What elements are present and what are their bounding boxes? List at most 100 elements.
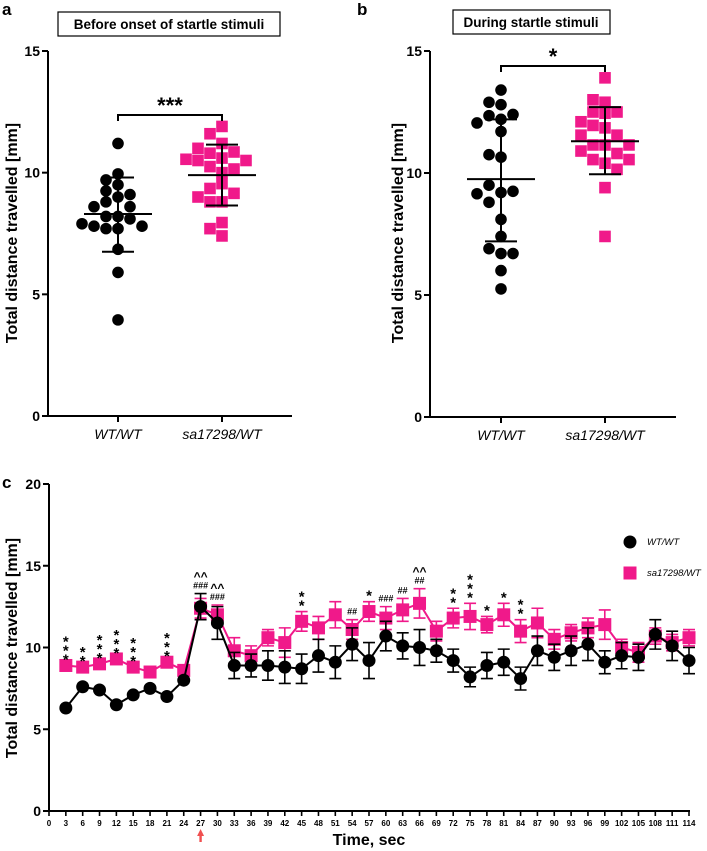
- panel-c-x-tick-label: 99: [600, 819, 609, 828]
- panel-c-x-tick-label: 87: [533, 819, 542, 828]
- legend-wt-marker-icon: [623, 535, 637, 549]
- panel-a-point-mutant: [228, 146, 240, 158]
- panel-c-x-tick-label: 75: [466, 819, 475, 828]
- panel-c-ylabel: Total distance travelled [mm]: [4, 538, 21, 758]
- panel-c-x-tick-label: 60: [381, 819, 390, 828]
- panel-b-letter: b: [357, 0, 367, 19]
- panel-b-point-mutant: [623, 153, 635, 166]
- legend-mutant-label: sa17298/WT: [647, 568, 702, 579]
- panel-b-category-label: sa17298/WT: [565, 427, 646, 443]
- panel-c-point-mutant: [514, 624, 528, 638]
- panel-c-point-wt: [93, 683, 107, 697]
- legend-mutant-marker-icon: [623, 566, 637, 580]
- panel-c-xlabel: Time, sec: [333, 832, 406, 849]
- panel-c-point-wt: [429, 644, 443, 658]
- panel-c-point-mutant: [413, 596, 427, 610]
- panel-a-point-mutant: [204, 182, 216, 195]
- panel-c-point-wt: [59, 701, 73, 715]
- panel-b-point-mutant: [599, 72, 611, 84]
- panel-b-point-wt: [483, 148, 495, 161]
- panel-c-significance-star: *: [63, 651, 69, 668]
- panel-c-significance-caret: ^^: [194, 570, 208, 584]
- panel-c-point-wt: [311, 649, 325, 663]
- panel-c-point-mutant: [109, 652, 123, 666]
- panel-a-category-label: WT/WT: [94, 426, 143, 442]
- panel-a-point-mutant: [192, 154, 204, 167]
- panel-c-point-mutant: [480, 618, 494, 632]
- panel-a-point-wt: [88, 220, 100, 232]
- panel-c-significance-hash: ###: [210, 592, 225, 602]
- panel-b-point-wt: [495, 84, 507, 96]
- panel-b-point-mutant: [575, 115, 587, 128]
- panel-c-significance-hash: ##: [398, 585, 408, 595]
- panel-c-significance-star: *: [299, 589, 305, 606]
- panel-c-point-wt: [278, 660, 292, 674]
- panel-b-point-mutant: [599, 230, 611, 243]
- panel-c-x-tick-label: 81: [499, 819, 508, 828]
- panel-c-point-wt: [682, 654, 696, 668]
- panel-b-point-mutant: [587, 119, 599, 132]
- panel-a-point-wt: [112, 314, 124, 326]
- panel-b-point-mutant: [587, 106, 599, 118]
- panel-c-significance-star: *: [130, 653, 136, 670]
- panel-c-point-wt: [76, 680, 90, 694]
- panel-c-y-tick-label: 15: [25, 558, 41, 574]
- panel-c-x-tick-label: 45: [297, 819, 306, 828]
- panel-a-point-mutant: [192, 191, 204, 203]
- panel-c-point-mutant: [396, 603, 410, 617]
- panel-c-significance-star: *: [518, 597, 524, 614]
- panel-c-point-mutant: [598, 618, 612, 632]
- panel-b-significance-bracket: [500, 65, 606, 72]
- panel-c-x-tick-label: 102: [615, 819, 629, 828]
- panel-c-x-tick-label: 108: [649, 819, 663, 828]
- panel-a-point-wt: [124, 188, 136, 201]
- panel-c-point-mutant: [93, 657, 107, 671]
- panel-c-point-wt: [177, 673, 191, 687]
- panel-b-point-mutant: [611, 129, 623, 141]
- panel-c-significance-star: *: [467, 589, 473, 606]
- panel-c-point-wt: [514, 672, 528, 686]
- panel-a-point-mutant: [204, 222, 216, 235]
- panel-c-point-mutant: [497, 608, 511, 622]
- panel-c-x-tick-label: 69: [432, 819, 441, 828]
- panel-c-significance-star: *: [450, 594, 456, 611]
- panel-c-significance-star: *: [80, 644, 86, 661]
- panel-b-y-tick-label: 0: [414, 409, 422, 425]
- panel-c-x-tick-label: 93: [567, 819, 576, 828]
- panel-c-x-tick-label: 21: [162, 819, 171, 828]
- panel-a-title: Before onset of startle stimuli: [74, 17, 265, 32]
- panel-a-point-wt: [100, 174, 112, 186]
- panel-a-point-wt: [88, 200, 100, 213]
- panel-b-title: During startle stimuli: [463, 15, 598, 30]
- panel-c-point-wt: [126, 688, 140, 702]
- panel-c-significance-star: *: [130, 635, 136, 652]
- panel-b-point-mutant: [623, 139, 635, 151]
- panel-a-plot: 0 5 10 15 WT/WT sa17298/WT ***: [24, 43, 292, 442]
- panel-a-significance-bracket: [117, 114, 223, 121]
- panel-c-point-wt: [648, 627, 662, 641]
- panel-c-point-wt: [362, 654, 376, 668]
- panel-c-significance-caret: ^^: [413, 565, 427, 579]
- panel-c-x-tick-label: 30: [213, 819, 222, 828]
- panel-c-y-tick-label: 0: [33, 803, 41, 819]
- panel-b-category-label: WT/WT: [477, 427, 526, 443]
- panel-c-x-tick-label: 78: [482, 819, 491, 828]
- panel-a-point-mutant: [240, 154, 252, 167]
- panel-b-point-wt: [507, 247, 519, 260]
- panel-b-point-wt: [471, 117, 483, 129]
- panel-c-significance-star: *: [80, 653, 86, 670]
- panel-a-title-box: [57, 11, 281, 37]
- panel-a-y-tick-label: 5: [32, 286, 40, 302]
- panel-c-point-mutant: [463, 609, 477, 623]
- panel-c-point-wt: [598, 655, 612, 669]
- panel-a-point-wt: [100, 196, 112, 208]
- panel-c-point-mutant: [446, 611, 460, 625]
- panel-c-x-tick-label: 54: [348, 819, 357, 828]
- panel-c-point-wt: [480, 658, 494, 672]
- panel-a-point-mutant: [204, 127, 216, 140]
- panel-c-significance-star: *: [113, 645, 119, 662]
- panel-a-point-wt: [76, 217, 88, 230]
- panel-c-point-wt: [194, 600, 208, 614]
- panel-c-significance-star: *: [164, 648, 170, 665]
